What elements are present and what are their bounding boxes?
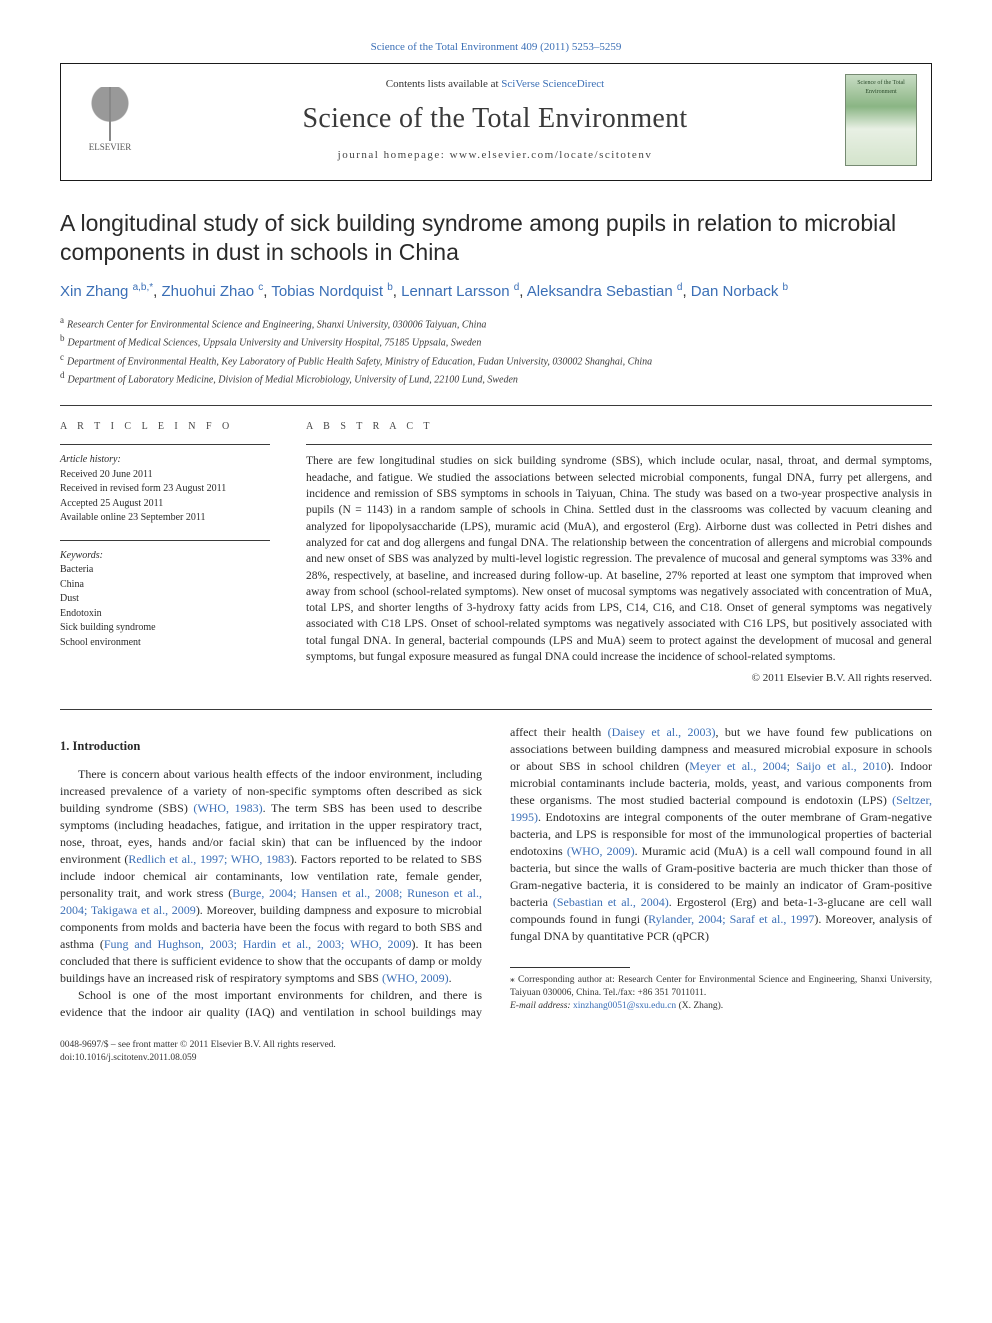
article-info-heading: A R T I C L E I N F O bbox=[60, 420, 270, 434]
elsevier-logo: ELSEVIER bbox=[75, 80, 145, 160]
affil-key: c bbox=[60, 352, 64, 362]
keyword: China bbox=[60, 578, 270, 593]
email-label: E-mail address: bbox=[510, 1001, 573, 1011]
affiliations: aResearch Center for Environmental Scien… bbox=[60, 314, 932, 387]
cover-title: Science of the Total Environment bbox=[850, 79, 912, 96]
affil-key: b bbox=[60, 333, 65, 343]
footnote-rule bbox=[510, 967, 630, 968]
footer-left: 0048-9697/$ – see front matter © 2011 El… bbox=[60, 1039, 336, 1066]
keyword: Dust bbox=[60, 592, 270, 607]
author-list: Xin Zhang a,b,*, Zhuohui Zhao c, Tobias … bbox=[60, 281, 932, 302]
affil-key: d bbox=[60, 370, 65, 380]
sciencedirect-link[interactable]: SciVerse ScienceDirect bbox=[501, 78, 604, 90]
section-rule bbox=[60, 405, 932, 406]
body-text: . bbox=[449, 971, 452, 985]
journal-header-box: ELSEVIER Contents lists available at Sci… bbox=[60, 63, 932, 181]
info-abstract-row: A R T I C L E I N F O Article history: R… bbox=[60, 420, 932, 687]
journal-cover-thumb: Science of the Total Environment bbox=[845, 74, 917, 166]
keywords-block: Keywords: Bacteria China Dust Endotoxin … bbox=[60, 549, 270, 651]
keyword: School environment bbox=[60, 636, 270, 651]
intro-heading: 1. Introduction bbox=[60, 738, 482, 756]
body-paragraph: There is concern about various health ef… bbox=[60, 766, 482, 987]
author-affil-sup: d bbox=[514, 282, 520, 293]
author-link[interactable]: Aleksandra Sebastian bbox=[527, 283, 673, 300]
homepage-url: www.elsevier.com/locate/scitotenv bbox=[450, 149, 653, 161]
history-label: Article history: bbox=[60, 453, 270, 468]
keywords-label: Keywords: bbox=[60, 549, 270, 564]
affiliation-line: dDepartment of Laboratory Medicine, Divi… bbox=[60, 369, 932, 387]
journal-ref-link[interactable]: Science of the Total Environment 409 (20… bbox=[371, 41, 622, 53]
citation-link[interactable]: Fung and Hughson, 2003; Hardin et al., 2… bbox=[104, 937, 412, 951]
affil-text: Department of Environmental Health, Key … bbox=[67, 356, 652, 367]
contents-line: Contents lists available at SciVerse Sci… bbox=[163, 77, 827, 92]
abstract-rule bbox=[306, 444, 932, 445]
header-center: Contents lists available at SciVerse Sci… bbox=[163, 77, 827, 163]
history-line: Received in revised form 23 August 2011 bbox=[60, 482, 270, 497]
body-two-column: 1. Introduction There is concern about v… bbox=[60, 724, 932, 1021]
article-info-column: A R T I C L E I N F O Article history: R… bbox=[60, 420, 270, 687]
article-title: A longitudinal study of sick building sy… bbox=[60, 209, 932, 267]
affil-text: Department of Laboratory Medicine, Divis… bbox=[68, 374, 518, 385]
abstract-column: A B S T R A C T There are few longitudin… bbox=[306, 420, 932, 687]
publisher-label: ELSEVIER bbox=[89, 141, 132, 154]
author-link[interactable]: Dan Norback bbox=[691, 283, 779, 300]
affil-key: a bbox=[60, 315, 64, 325]
author-link[interactable]: Tobias Nordquist bbox=[271, 283, 383, 300]
citation-link[interactable]: (WHO, 1983) bbox=[193, 801, 262, 815]
info-rule bbox=[60, 444, 270, 445]
author-link[interactable]: Zhuohui Zhao bbox=[161, 283, 254, 300]
homepage-prefix: journal homepage: bbox=[338, 149, 450, 161]
footnote-block: ⁎ Corresponding author at: Research Cent… bbox=[510, 967, 932, 1012]
abstract-heading: A B S T R A C T bbox=[306, 420, 932, 434]
keyword: Bacteria bbox=[60, 563, 270, 578]
affiliation-line: aResearch Center for Environmental Scien… bbox=[60, 314, 932, 332]
homepage-line: journal homepage: www.elsevier.com/locat… bbox=[163, 148, 827, 163]
article-page: Science of the Total Environment 409 (20… bbox=[0, 0, 992, 1096]
affiliation-line: cDepartment of Environmental Health, Key… bbox=[60, 351, 932, 369]
citation-link[interactable]: (Sebastian et al., 2004) bbox=[553, 895, 669, 909]
keyword: Endotoxin bbox=[60, 607, 270, 622]
keyword: Sick building syndrome bbox=[60, 621, 270, 636]
info-rule bbox=[60, 540, 270, 541]
author-affil-sup: b bbox=[387, 282, 393, 293]
abstract-copyright: © 2011 Elsevier B.V. All rights reserved… bbox=[306, 671, 932, 686]
citation-link[interactable]: Meyer et al., 2004; Saijo et al., 2010 bbox=[689, 759, 886, 773]
citation-link[interactable]: Rylander, 2004; Saraf et al., 1997 bbox=[648, 912, 814, 926]
issn-line: 0048-9697/$ – see front matter © 2011 El… bbox=[60, 1039, 336, 1052]
affiliation-line: bDepartment of Medical Sciences, Uppsala… bbox=[60, 332, 932, 350]
email-suffix: (X. Zhang). bbox=[676, 1001, 723, 1011]
citation-link[interactable]: (WHO, 2009) bbox=[382, 971, 449, 985]
email-link[interactable]: xinzhang0051@sxu.edu.cn bbox=[573, 1001, 676, 1011]
author-affil-sup: d bbox=[677, 282, 683, 293]
corresponding-author: ⁎ Corresponding author at: Research Cent… bbox=[510, 974, 932, 1000]
journal-reference: Science of the Total Environment 409 (20… bbox=[60, 40, 932, 55]
citation-link[interactable]: Redlich et al., 1997; WHO, 1983 bbox=[128, 852, 290, 866]
journal-name: Science of the Total Environment bbox=[163, 99, 827, 138]
elsevier-tree-icon bbox=[86, 87, 134, 141]
footnotes: ⁎ Corresponding author at: Research Cent… bbox=[510, 974, 932, 1012]
doi-line: doi:10.1016/j.scitotenv.2011.08.059 bbox=[60, 1052, 336, 1065]
history-line: Available online 23 September 2011 bbox=[60, 511, 270, 526]
history-line: Accepted 25 August 2011 bbox=[60, 497, 270, 512]
author-affil-sup: a,b,* bbox=[133, 282, 154, 293]
contents-prefix: Contents lists available at bbox=[386, 78, 501, 90]
email-line: E-mail address: xinzhang0051@sxu.edu.cn … bbox=[510, 1000, 932, 1013]
author-affil-sup: b bbox=[783, 282, 789, 293]
page-footer: 0048-9697/$ – see front matter © 2011 El… bbox=[60, 1039, 932, 1066]
citation-link[interactable]: (Daisey et al., 2003) bbox=[608, 725, 716, 739]
affil-text: Department of Medical Sciences, Uppsala … bbox=[68, 338, 482, 349]
history-line: Received 20 June 2011 bbox=[60, 468, 270, 483]
citation-link[interactable]: (WHO, 2009) bbox=[567, 844, 635, 858]
section-rule bbox=[60, 709, 932, 710]
article-history-block: Article history: Received 20 June 2011 R… bbox=[60, 453, 270, 526]
author-link[interactable]: Xin Zhang bbox=[60, 283, 128, 300]
affil-text: Research Center for Environmental Scienc… bbox=[67, 319, 486, 330]
author-affil-sup: c bbox=[258, 282, 263, 293]
abstract-text: There are few longitudinal studies on si… bbox=[306, 453, 932, 665]
author-link[interactable]: Lennart Larsson bbox=[401, 283, 509, 300]
